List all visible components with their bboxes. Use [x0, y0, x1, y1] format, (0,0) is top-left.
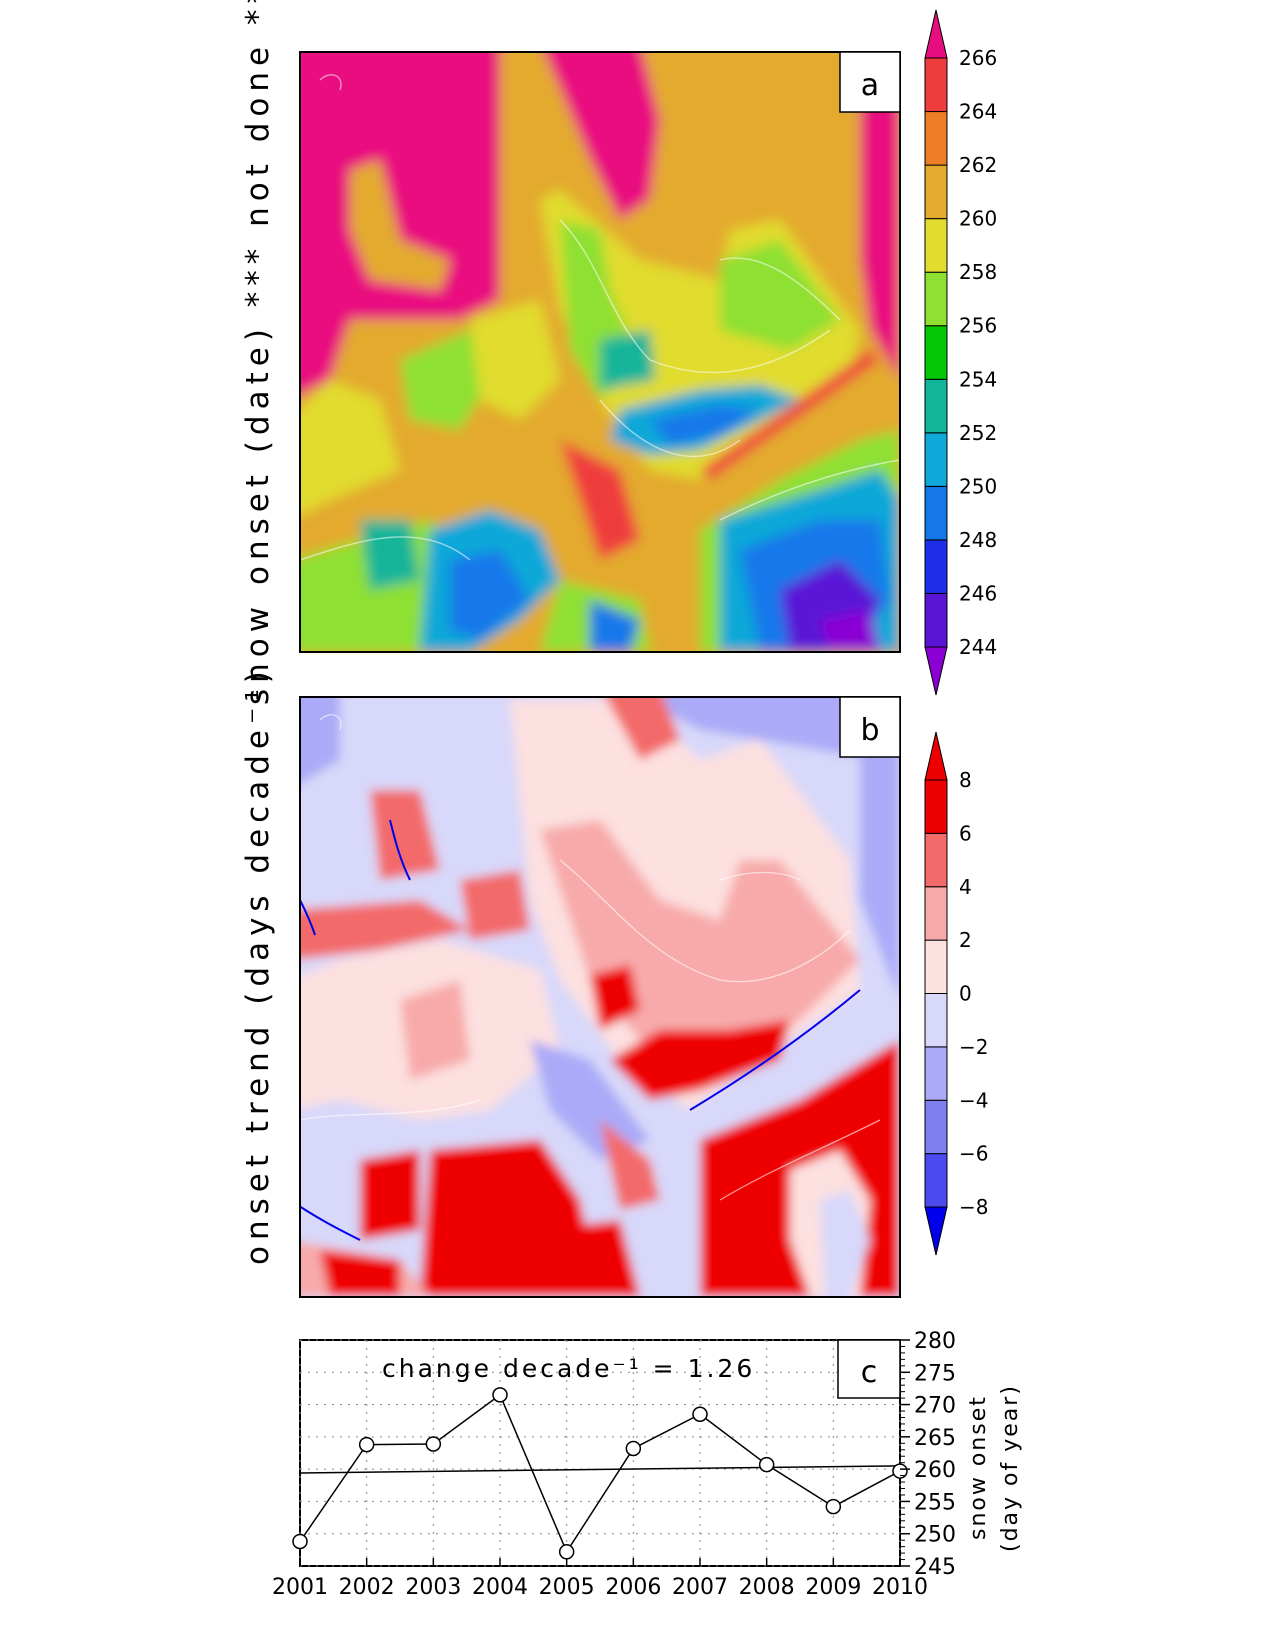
colorbar-a-tick-label: 256 [959, 314, 997, 338]
y-tick-label: 250 [914, 1523, 956, 1548]
colorbar-b: −8 −6 −4 −2 0 2 4 6 8 [924, 731, 988, 1256]
colorbar-b-swatch-2 [924, 1099, 948, 1155]
colorbar-b-swatch-7 [924, 832, 948, 888]
x-tick-label: 2002 [339, 1575, 395, 1600]
data-point [492, 1387, 508, 1403]
panel-c-series [292, 1387, 908, 1560]
colorbar-a-swatch-7 [924, 271, 948, 327]
colorbar-b-tick-label: −8 [959, 1195, 988, 1219]
x-tick-label: 2007 [672, 1575, 728, 1600]
colorbar-a-tick-label: 244 [959, 635, 997, 659]
panel-c-trend [299, 1465, 901, 1474]
colorbar-b-swatch-1 [924, 1153, 948, 1208]
colorbar-a-tick-label: 266 [959, 46, 997, 70]
panel-b-tag-box [839, 696, 901, 758]
y-tick-label: 255 [914, 1490, 956, 1515]
colorbar-a-tick-label: 260 [959, 207, 997, 231]
x-tick-label: 2004 [472, 1575, 528, 1600]
colorbar-b-tick-label: 8 [959, 768, 972, 792]
panel-a-frame [299, 51, 901, 653]
panel-c-annotation: change decade⁻¹ = 1.26 [382, 1354, 755, 1383]
colorbar-a-swatch-1 [924, 592, 948, 648]
data-point [558, 1544, 575, 1560]
colorbar-b-tick-label: 2 [959, 928, 972, 952]
colorbar-a-arrow-top [924, 9, 948, 59]
colorbar-b-arrow-bottom [924, 1206, 948, 1256]
colorbar-b-tick-label: −4 [959, 1088, 988, 1112]
data-point [692, 1406, 708, 1423]
colorbar-a-swatch-4 [924, 432, 948, 487]
colorbar-b-tick-label: 6 [959, 821, 972, 845]
data-point [625, 1440, 642, 1457]
x-tick-label: 2009 [805, 1575, 861, 1600]
colorbar-b-swatch-5 [924, 939, 948, 994]
panel-b-frame [299, 696, 901, 1298]
y-tick-label: 260 [914, 1458, 956, 1483]
colorbar-a-swatch-6 [924, 325, 948, 380]
left-label-b: onset trend (days decade⁻¹) [240, 665, 276, 1265]
colorbar-a-tick-label: 262 [959, 153, 997, 177]
x-tick-label: 2010 [872, 1575, 928, 1600]
panel-c-xticks: 2001 2002 2003 2004 2005 2006 2007 2008 2009 2010 [272, 1558, 928, 1600]
colorbar-a-swatch-8 [924, 218, 948, 273]
colorbar-b-swatch-3 [924, 1046, 948, 1101]
trend-line [299, 1465, 901, 1474]
y-tick-label: 275 [914, 1361, 956, 1386]
colorbar-a-swatch-11 [924, 57, 948, 113]
x-tick-label: 2008 [739, 1575, 795, 1600]
panel-a-tag-box [839, 51, 901, 113]
panel-c-yticks: 245 250 255 260 265 270 275 280 [900, 1329, 956, 1580]
colorbar-a: 244 246 248 250 252 254 256 258 260 262 264 266 [924, 9, 997, 696]
data-point [292, 1533, 308, 1550]
colorbar-a-tick-label: 248 [959, 528, 997, 552]
colorbar-b-tick-label: 4 [959, 875, 972, 899]
colorbar-a-arrow-bottom [924, 646, 948, 696]
colorbar-a-tick-label: 252 [959, 421, 997, 445]
colorbar-a-tick-label: 258 [959, 260, 997, 284]
panel-c-frame [299, 1339, 901, 1567]
panel-c-tag-box [837, 1339, 901, 1399]
colorbar-a-tick-label: 246 [959, 581, 997, 605]
panel-b-tag: b [860, 713, 879, 748]
colorbar-b-tick-label: −6 [959, 1142, 988, 1166]
panel-b-map [300, 697, 900, 1297]
data-point [425, 1436, 442, 1452]
colorbar-b-swatch-4 [924, 993, 948, 1048]
colorbar-b-tick-label: −2 [959, 1035, 988, 1059]
x-tick-label: 2006 [605, 1575, 661, 1600]
data-point [758, 1456, 775, 1473]
x-tick-label: 2005 [539, 1575, 595, 1600]
data-point [825, 1498, 842, 1515]
y-tick-label: 265 [914, 1426, 956, 1451]
left-label-a: snow onset (date) *** not done *** [240, 0, 276, 705]
y-tick-label: 280 [914, 1329, 956, 1354]
colorbar-a-swatch-9 [924, 164, 948, 220]
colorbar-a-swatch-5 [924, 378, 948, 434]
x-tick-label: 2003 [405, 1575, 461, 1600]
x-tick-label: 2001 [272, 1575, 328, 1600]
panel-c-ylabel-line2: (day of year) [998, 1384, 1023, 1552]
colorbar-b-swatch-6 [924, 886, 948, 941]
data-point [358, 1436, 375, 1453]
colorbar-b-arrow-top [924, 731, 948, 781]
data-point [892, 1463, 908, 1479]
y-tick-label: 245 [914, 1555, 956, 1580]
colorbar-a-swatch-10 [924, 111, 948, 166]
panel-a-tag: a [861, 68, 879, 103]
y-tick-label: 270 [914, 1394, 956, 1419]
colorbar-a-tick-label: 250 [959, 474, 997, 498]
colorbar-a-swatch-3 [924, 485, 948, 541]
colorbar-a-tick-label: 264 [959, 100, 997, 124]
series-line [299, 1393, 901, 1554]
colorbar-b-swatch-8 [924, 779, 948, 834]
panel-c-ylabel-line1: snow onset [966, 1395, 991, 1540]
panel-a-map [300, 52, 900, 652]
colorbar-a-swatch-2 [924, 539, 948, 594]
colorbar-a-tick-label: 254 [959, 367, 997, 391]
colorbar-b-tick-label: 0 [959, 982, 972, 1006]
panel-c-tag: c [861, 1355, 878, 1390]
